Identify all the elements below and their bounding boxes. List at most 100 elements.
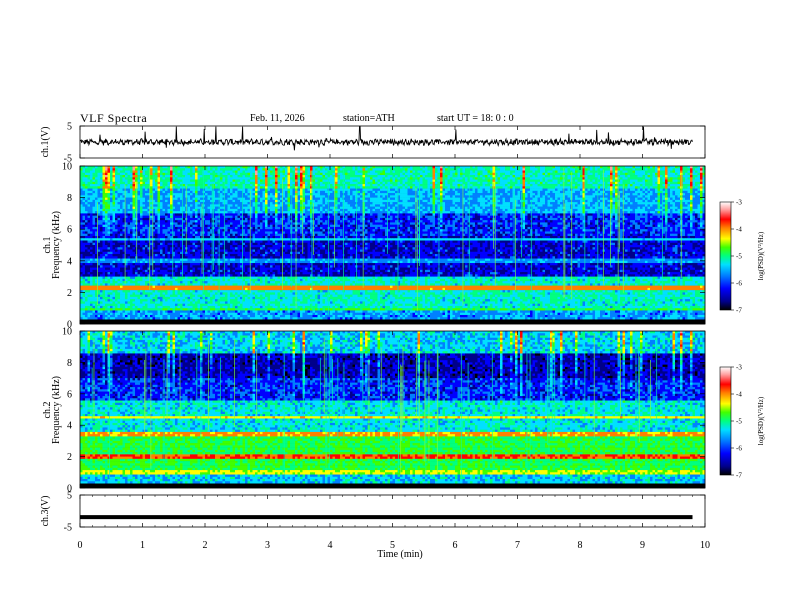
spectrogram-cell (378, 173, 381, 176)
spectrogram-cell (273, 189, 276, 192)
spectrogram-cell (415, 195, 418, 198)
spectrogram-cell (670, 186, 673, 189)
spectrogram-cell (700, 189, 703, 192)
spectrogram-cell (158, 193, 161, 196)
spectrogram-cell (470, 184, 473, 187)
spectrogram-cell (403, 175, 406, 178)
spectrogram-cell (370, 207, 373, 210)
spectrogram-cell (443, 186, 446, 189)
spectrogram-cell (195, 200, 198, 203)
spectrogram-cell (440, 173, 443, 176)
spectrogram-cell (605, 171, 608, 174)
spectrogram-cell (245, 202, 248, 205)
spectrogram-cell (575, 177, 578, 180)
spectrogram-cell (405, 175, 408, 178)
spectrogram-cell (103, 204, 106, 207)
spectrogram-cell (225, 177, 228, 180)
spectrogram-cell (128, 186, 131, 189)
spectrogram-cell (233, 175, 236, 178)
spectrogram-cell (393, 202, 396, 205)
spectrogram-cell (353, 175, 356, 178)
spectrogram-cell (220, 168, 223, 171)
spectrogram-cell (540, 184, 543, 187)
spectrogram-cell (485, 173, 488, 176)
spectrogram-cell (178, 207, 181, 210)
spectrogram-cell (153, 182, 156, 185)
spectrogram-cell (338, 207, 341, 210)
spectrogram-cell (568, 189, 571, 192)
spectrogram-cell (428, 195, 431, 198)
spectrogram-cell (355, 171, 358, 174)
spectrogram-cell (685, 207, 688, 210)
spectrogram-cell (365, 173, 368, 176)
spectrogram-cell (428, 182, 431, 185)
spectrogram-cell (345, 168, 348, 171)
spectrogram-cell (543, 186, 546, 189)
spectrogram-cell (170, 171, 173, 174)
spectrogram-cell (640, 193, 643, 196)
spectrogram-cell (400, 171, 403, 174)
spectrogram-cell (423, 182, 426, 185)
spectrogram-cell (660, 182, 663, 185)
spectrogram-cell (390, 171, 393, 174)
spectrogram-cell (515, 191, 518, 194)
spectrogram-cell (195, 173, 198, 176)
spectrogram-cell (425, 186, 428, 189)
spectrogram-cell (528, 182, 531, 185)
spectrogram-cell (158, 180, 161, 183)
spectrogram-cell (525, 171, 528, 174)
spectrogram-cell (258, 204, 261, 207)
spectrogram-cell (143, 175, 146, 178)
spectrogram-cell (108, 186, 111, 189)
spectrogram-cell (440, 198, 443, 201)
spectrogram-cell (243, 177, 246, 180)
spectrogram-cell (593, 200, 596, 203)
spectrogram-cell (410, 193, 413, 196)
spectrogram-cell (630, 177, 633, 180)
spectrogram-cell (685, 200, 688, 203)
spectrogram-cell (338, 186, 341, 189)
spectrogram-cell (453, 200, 456, 203)
spectrogram-cell (413, 193, 416, 196)
spectrogram-cell (310, 173, 313, 176)
spectrogram-cell (215, 207, 218, 210)
spectrogram-cell (323, 204, 326, 207)
spectrogram-cell (270, 191, 273, 194)
spectrogram-cell (625, 209, 628, 212)
spectrogram-cell (228, 195, 231, 198)
spectrogram-cell (655, 202, 658, 205)
spectrogram-cell (523, 200, 526, 203)
spectrogram-cell (518, 195, 521, 198)
spectrogram-cell (618, 171, 621, 174)
spectrogram-cell (430, 200, 433, 203)
spectrogram-cell (543, 168, 546, 171)
spectrogram-cell (650, 168, 653, 171)
spectrogram-cell (588, 191, 591, 194)
spectrogram-cell (698, 173, 701, 176)
spectrogram-cell (653, 209, 656, 212)
spectrogram-cell (450, 204, 453, 207)
spectrogram-cell (358, 193, 361, 196)
spectrogram-cell (548, 182, 551, 185)
spectrogram-cell (353, 202, 356, 205)
spectrogram-cell (348, 189, 351, 192)
spectrogram-cell (473, 173, 476, 176)
spectrogram-cell (240, 180, 243, 183)
spectrogram-cell (693, 195, 696, 198)
spectrogram-cell (395, 184, 398, 187)
spectrogram-cell (168, 182, 171, 185)
spectrogram-cell (110, 198, 113, 201)
spectrogram-cell (263, 180, 266, 183)
spectrogram-cell (178, 209, 181, 212)
spectrogram-cell (410, 200, 413, 203)
spectrogram-cell (478, 184, 481, 187)
spectrogram-cell (265, 175, 268, 178)
spectrogram-cell (525, 200, 528, 203)
spectrogram-cell (158, 173, 161, 176)
spectrogram-cell (560, 200, 563, 203)
spectrogram-cell (425, 177, 428, 180)
spectrogram-cell (465, 191, 468, 194)
spectrogram-cell (140, 195, 143, 198)
spectrogram-cell (535, 168, 538, 171)
spectrogram-cell (348, 180, 351, 183)
